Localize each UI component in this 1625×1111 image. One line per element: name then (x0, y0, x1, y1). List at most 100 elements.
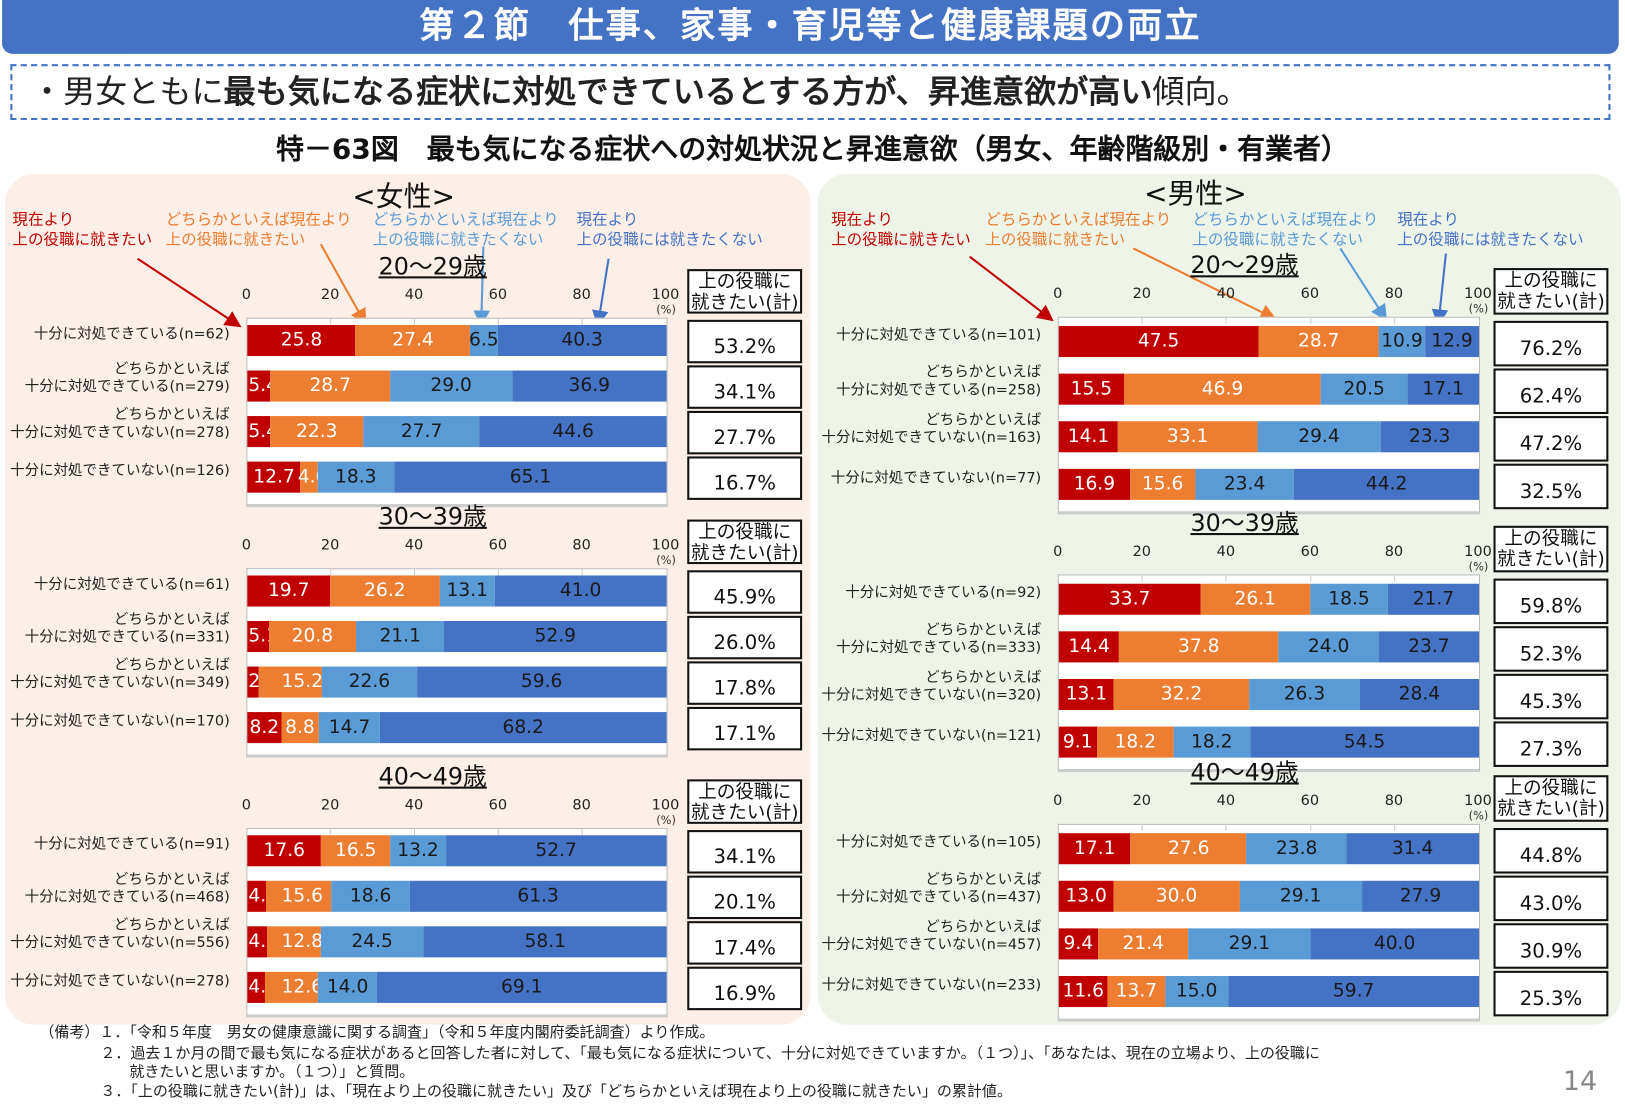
legend-label: 上の役職に就きたい (165, 229, 306, 249)
summary-post: 傾向。 (1152, 73, 1249, 111)
panel-title: <女性> (352, 181, 456, 214)
bar-segment (355, 324, 471, 357)
bar-segment (318, 971, 377, 1003)
bar-value-label: 13.7 (1115, 980, 1158, 1002)
legend-label: 現在より (576, 210, 639, 229)
bar-segment (331, 880, 410, 912)
axis-unit: (%) (1468, 559, 1489, 574)
bar-value-label: 19.7 (267, 579, 310, 602)
total-header-line: 就きたい(計) (1497, 548, 1605, 571)
gridline-tick (330, 568, 332, 576)
bar-segment (1359, 678, 1479, 711)
bar-segment (439, 575, 495, 607)
age-group-title: 40～49歳 (1190, 759, 1299, 787)
bar-value-label: 69.1 (501, 976, 543, 998)
total-header-line: 上の役職に (1504, 270, 1598, 292)
gridline-tick (497, 828, 499, 836)
row-label-line: 十分に対処できていない(n=556) (10, 934, 230, 952)
total-header-line: 就きたい(計) (690, 802, 799, 824)
total-header-line: 上の役職に (698, 781, 792, 804)
bar-value-label: 22.3 (296, 420, 338, 442)
axis-tick-label: 40 (1216, 285, 1236, 303)
bar-segment (1119, 631, 1279, 663)
summary-box: ・男女ともに最も気になる症状に対処できているとする方が、昇進意欲が高い傾向。 (10, 64, 1611, 121)
bar-segment (1246, 833, 1347, 865)
bar-value-label: 11.6 (1062, 980, 1104, 1002)
axis-tick-label: 60 (488, 537, 508, 554)
bar-value-label: 36.9 (568, 374, 610, 397)
axis-tick-label: 100 (651, 286, 680, 304)
total-value: 30.9% (1493, 923, 1609, 969)
bar-value-label: 23.7 (1408, 635, 1450, 658)
bar-value-label: 12.6 (281, 976, 324, 998)
row-label: 十分に対処できていない(n=278) (10, 973, 230, 991)
row-label: 十分に対処できている(n=62) (34, 326, 230, 344)
bar-segment (1195, 468, 1294, 500)
bar-value-label: 13.1 (446, 579, 489, 602)
axis-tick-label: 40 (1216, 543, 1236, 560)
axis-tick-label: 100 (1464, 792, 1492, 810)
bar-segment (1058, 678, 1114, 711)
axis-unit: (%) (656, 303, 676, 317)
section-header: 第２節 仕事、家事・育児等と健康課題の両立 (2, 0, 1619, 54)
total-value: 26.0% (687, 615, 803, 660)
gridline-tick (581, 568, 583, 576)
row-label-line: 十分に対処できている(n=468) (24, 889, 230, 906)
legend-item: 現在より 上の役職に就きたい (831, 210, 971, 249)
bar-segment (247, 712, 282, 744)
bar-value-label: 9.4 (1063, 932, 1094, 955)
bar-segment (247, 621, 269, 653)
legend-arrow (319, 243, 367, 326)
bar-segment (321, 666, 417, 698)
bar-value-label: 29.1 (1228, 932, 1271, 955)
gridline-tick (1225, 574, 1227, 582)
bar-value-label: 20.5 (1343, 377, 1385, 400)
bar-segment (394, 461, 667, 493)
gridline-tick (581, 317, 583, 325)
bar-value-label: 27.4 (392, 329, 434, 351)
axis-tick-label: 0 (1053, 543, 1063, 560)
gridline-tick (414, 317, 416, 325)
total-value: 20.1% (687, 875, 803, 920)
row-label-line: どちらかといえば (925, 411, 1042, 429)
total-header-line: 上の役職に (698, 271, 792, 293)
total-value: 45.3% (1493, 673, 1609, 720)
bar-value-label: 29.1 (1279, 884, 1322, 907)
row-label: どちらかといえば 十分に対処できている(n=468) (25, 871, 230, 906)
total-header: 上の役職に 就きたい(計) (687, 779, 803, 824)
row-label-line: 十分に対処できている(n=333) (836, 639, 1042, 657)
bar-segment (1113, 678, 1250, 711)
axis-tick-label: 20 (320, 796, 340, 814)
legend-label: 上の役職に就きたい (831, 229, 971, 249)
bar-segment (363, 416, 480, 448)
row-label: 十分に対処できていない(n=233) (822, 977, 1042, 995)
gridline-tick (581, 828, 583, 836)
row-label: どちらかといえば 十分に対処できている(n=279) (25, 361, 230, 396)
bar-segment (247, 575, 330, 607)
bar-segment (300, 461, 318, 493)
bar-segment (445, 835, 667, 867)
bar-value-label: 18.2 (1191, 730, 1233, 753)
bar-segment (1113, 880, 1240, 912)
bar-segment (444, 621, 667, 653)
gridline-tick (1393, 574, 1395, 582)
legend-arrow (1339, 247, 1388, 322)
row-label-line: どちらかといえば (925, 622, 1042, 639)
bar-segment (1058, 421, 1119, 453)
legend-arrow (1431, 253, 1449, 327)
row-label-line: 十分に対処できている(n=61) (33, 576, 230, 594)
legend-label: 上の役職に就きたくない (372, 229, 544, 249)
bar-value-label: 15.6 (281, 884, 324, 907)
bar-segment (390, 370, 512, 402)
total-header: 上の役職に 就きたい(計) (687, 519, 803, 565)
row-label-line: 十分に対処できていない(n=163) (821, 429, 1042, 447)
bar-segment (329, 575, 440, 607)
row-label-line: どちらかといえば (925, 871, 1042, 889)
bar-segment (1310, 583, 1388, 615)
bar-segment (321, 835, 391, 867)
legend-item: 現在より 上の役職には就きたくない (1397, 210, 1583, 249)
bar-value-label: 40.0 (1373, 932, 1416, 955)
bar-segment (258, 666, 322, 698)
bar-value-label: 28.4 (1398, 683, 1441, 705)
bar-value-label: 15.0 (1175, 980, 1218, 1002)
